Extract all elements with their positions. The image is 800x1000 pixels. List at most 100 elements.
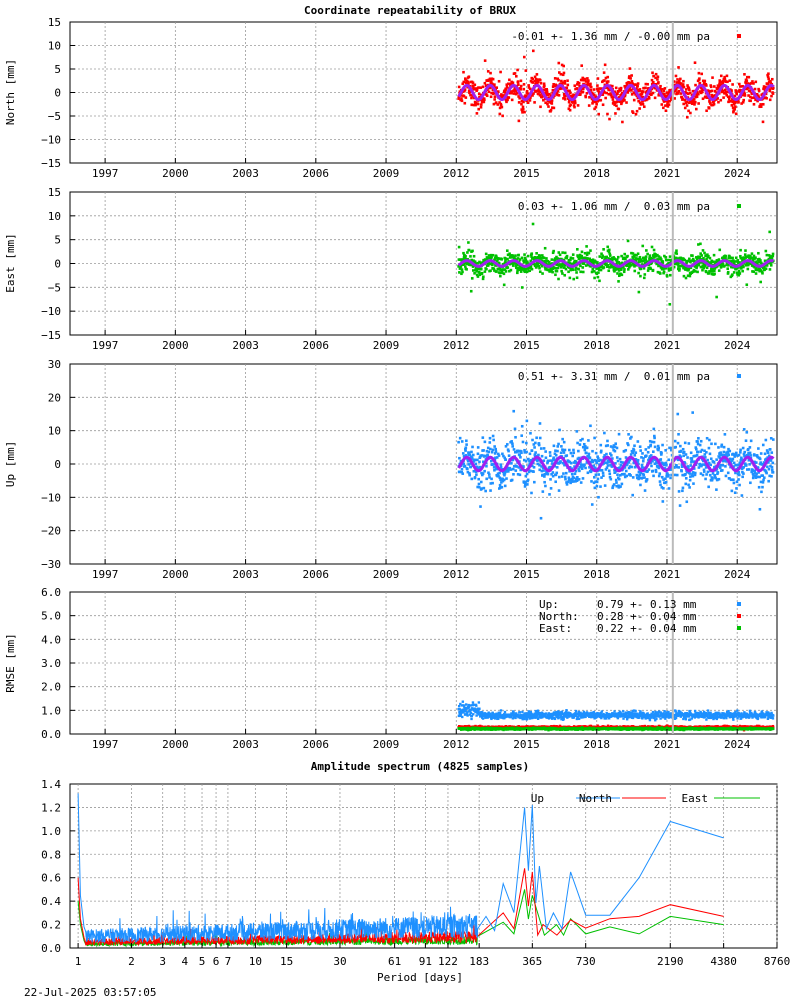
data-point [581, 445, 585, 449]
data-point [637, 271, 640, 275]
data-point [544, 456, 548, 460]
data-point [752, 453, 756, 456]
data-point [572, 104, 576, 107]
data-point [590, 480, 593, 483]
data-point [499, 465, 503, 469]
data-point [627, 268, 630, 271]
rmse-point [733, 712, 736, 715]
data-point [731, 83, 734, 86]
data-point [759, 105, 763, 108]
data-point [762, 265, 766, 269]
data-point [708, 452, 712, 456]
data-point [685, 500, 689, 504]
rmse-point [684, 712, 687, 715]
data-point [654, 72, 658, 76]
data-point [599, 485, 602, 488]
data-point [705, 270, 708, 274]
data-point [556, 257, 560, 260]
data-point [457, 85, 461, 89]
data-point [661, 261, 665, 264]
data-point [633, 453, 637, 457]
data-point [584, 445, 587, 448]
data-point [576, 104, 580, 107]
data-point [504, 470, 508, 473]
rmse-point [551, 716, 554, 720]
data-point [594, 451, 598, 455]
data-point [535, 78, 539, 82]
rmse-point [560, 710, 564, 714]
data-point [631, 82, 634, 86]
rmse-point [468, 710, 472, 713]
data-point [460, 268, 464, 271]
data-point [580, 463, 584, 467]
data-point [751, 80, 754, 83]
data-point [557, 94, 561, 97]
data-point [720, 443, 724, 447]
data-point [560, 63, 564, 67]
y-tick-label: 0 [54, 458, 61, 471]
data-point [522, 83, 526, 86]
data-point [754, 256, 757, 259]
rmse-point [469, 708, 472, 711]
data-point [524, 258, 528, 262]
data-point [491, 83, 494, 86]
data-point [578, 469, 581, 473]
data-point [636, 460, 639, 464]
data-point [559, 460, 562, 463]
data-point [723, 77, 727, 81]
rmse-point [756, 714, 759, 718]
data-point [470, 477, 474, 481]
data-point [664, 258, 668, 262]
data-point [587, 104, 591, 107]
data-point [613, 103, 616, 107]
data-point [526, 101, 530, 104]
data-point [765, 457, 768, 461]
data-point [605, 263, 608, 266]
rmse-point [461, 700, 465, 703]
data-point [682, 102, 685, 106]
data-point [625, 264, 629, 268]
data-point [500, 93, 503, 96]
rmse-point [600, 716, 603, 720]
data-point [676, 441, 680, 445]
data-point [551, 474, 555, 478]
data-point [555, 471, 559, 475]
panel-north-ylabel: North [mm] [4, 59, 17, 125]
data-point [750, 252, 754, 255]
data-point [740, 256, 744, 260]
data-point [733, 491, 737, 495]
rmse-point [593, 711, 596, 715]
data-point [543, 265, 547, 269]
data-point [766, 75, 770, 79]
data-point [567, 107, 571, 111]
data-point [722, 96, 725, 99]
data-point [710, 96, 714, 99]
data-point [734, 105, 737, 109]
data-point [713, 474, 717, 477]
data-point [693, 471, 697, 475]
data-point [647, 446, 650, 449]
data-point [610, 454, 613, 457]
rmse-point [550, 712, 553, 716]
data-point [485, 464, 488, 468]
data-point [535, 81, 538, 84]
rmse-point [472, 703, 475, 707]
data-point [486, 262, 490, 265]
data-point [578, 443, 582, 446]
data-point [572, 94, 576, 97]
x-tick-label: 2021 [654, 339, 681, 352]
data-point [732, 481, 736, 485]
data-point [639, 103, 643, 106]
data-point [695, 256, 698, 259]
rmse-point [463, 707, 466, 710]
data-point [730, 265, 733, 269]
data-point [765, 264, 769, 267]
data-point [558, 85, 562, 89]
data-point [735, 271, 739, 275]
data-point [684, 477, 688, 480]
data-point [473, 272, 476, 275]
data-point [713, 262, 717, 266]
data-point [627, 443, 630, 447]
data-point [601, 255, 605, 258]
rmse-point [469, 704, 472, 707]
